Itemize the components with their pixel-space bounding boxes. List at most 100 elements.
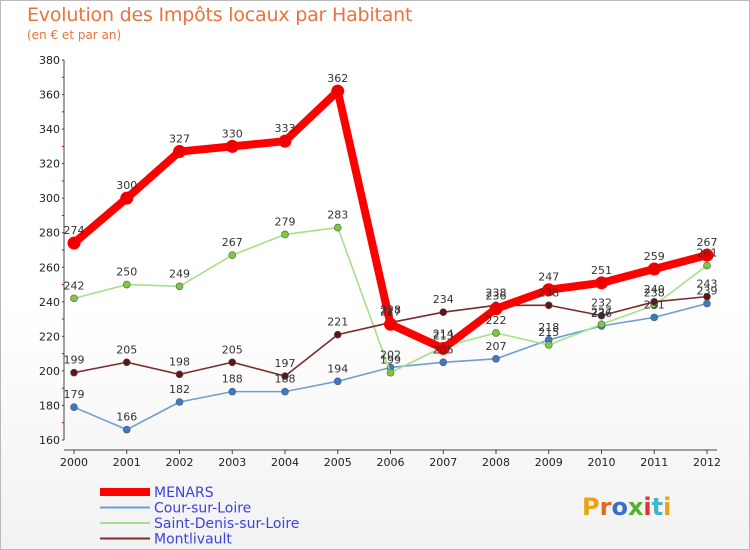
data-label-montlivault: 228 — [380, 304, 401, 317]
data-point-montlivault — [703, 292, 711, 301]
y-tick-label: 220 — [39, 330, 60, 343]
data-label-menars: 247 — [538, 271, 559, 284]
data-label-menars: 259 — [644, 250, 665, 263]
data-label-menars: 300 — [116, 179, 137, 192]
data-label-cour-sur-loire: 166 — [116, 411, 137, 424]
y-tick-label: 240 — [39, 296, 60, 309]
y-tick-label: 320 — [39, 158, 60, 171]
x-tick-label: 2007 — [429, 456, 457, 469]
data-point-saint-denis-sur-loire — [228, 251, 237, 259]
x-tick-label: 2001 — [113, 456, 141, 469]
data-point-cour-sur-loire — [70, 403, 78, 411]
data-label-cour-sur-loire: 226 — [591, 307, 612, 320]
data-label-menars: 267 — [697, 236, 718, 249]
data-label-montlivault: 198 — [169, 355, 190, 368]
x-tick-label: 2006 — [377, 456, 405, 469]
y-tick-label: 360 — [39, 89, 60, 102]
data-point-menars — [489, 302, 503, 316]
chart-subtitle: (en € et par an) — [27, 28, 122, 42]
legend-label-montlivault: Montlivault — [154, 532, 232, 548]
data-point-saint-denis-sur-loire — [175, 282, 184, 291]
data-label-cour-sur-loire: 218 — [538, 321, 559, 334]
data-label-menars: 333 — [275, 122, 296, 135]
data-label-montlivault: 221 — [327, 316, 348, 329]
data-point-cour-sur-loire — [492, 355, 500, 363]
y-tick-label: 180 — [39, 399, 60, 412]
x-tick-label: 2012 — [693, 456, 721, 469]
data-point-menars — [278, 134, 292, 148]
data-label-montlivault: 243 — [697, 278, 718, 291]
data-label-montlivault: 238 — [538, 286, 559, 299]
data-point-saint-denis-sur-loire — [703, 261, 711, 270]
data-label-saint-denis-sur-loire: 283 — [327, 209, 348, 222]
data-label-saint-denis-sur-loire: 267 — [222, 236, 243, 249]
data-point-saint-denis-sur-loire — [544, 341, 553, 349]
y-tick-label: 340 — [39, 123, 60, 136]
chart-title: Evolution des Impôts locaux par Habitant — [27, 4, 413, 26]
x-tick-label: 2005 — [324, 456, 352, 469]
data-point-cour-sur-loire — [703, 299, 711, 308]
data-point-montlivault — [70, 368, 78, 377]
data-point-montlivault — [597, 311, 606, 320]
data-point-saint-denis-sur-loire — [333, 223, 342, 232]
legend-label-menars: MENARS — [154, 485, 214, 501]
data-label-saint-denis-sur-loire: 214 — [433, 328, 454, 341]
data-label-menars: 213 — [433, 329, 454, 342]
data-point-menars — [595, 276, 608, 290]
data-point-menars — [225, 139, 239, 153]
x-tick-label: 2000 — [60, 456, 88, 469]
data-label-cour-sur-loire: 182 — [169, 383, 190, 396]
logo-letter: P — [582, 493, 600, 521]
data-point-montlivault — [439, 308, 448, 316]
y-tick-label: 260 — [39, 261, 60, 274]
data-point-saint-denis-sur-loire — [386, 368, 395, 377]
data-label-saint-denis-sur-loire: 222 — [486, 314, 507, 327]
data-point-menars — [120, 191, 134, 205]
data-point-cour-sur-loire — [333, 377, 342, 386]
data-point-cour-sur-loire — [650, 313, 659, 322]
data-label-menars: 227 — [380, 305, 401, 318]
x-tick-label: 2003 — [218, 456, 246, 469]
data-point-menars — [384, 317, 397, 331]
data-label-cour-sur-loire: 188 — [275, 373, 296, 386]
data-point-montlivault — [544, 301, 553, 310]
data-label-cour-sur-loire: 205 — [433, 343, 454, 356]
logo-letter: t — [652, 493, 663, 521]
data-label-saint-denis-sur-loire: 238 — [644, 286, 665, 299]
data-label-cour-sur-loire: 188 — [222, 373, 243, 386]
data-label-montlivault: 234 — [433, 293, 454, 306]
data-point-montlivault — [122, 358, 131, 367]
data-point-menars — [67, 236, 81, 250]
data-label-montlivault: 232 — [591, 297, 612, 310]
data-point-montlivault — [228, 358, 237, 367]
data-point-montlivault — [650, 298, 659, 306]
y-tick-label: 280 — [39, 227, 60, 240]
data-label-menars: 330 — [222, 127, 243, 140]
legend-label-cour-sur-loire: Cour-sur-Loire — [154, 501, 251, 517]
data-point-saint-denis-sur-loire — [70, 294, 78, 303]
logo-letter: i — [663, 493, 671, 521]
y-tick-label: 200 — [39, 365, 60, 378]
data-label-cour-sur-loire: 194 — [327, 362, 348, 375]
x-tick-label: 2004 — [271, 456, 299, 469]
data-label-cour-sur-loire: 239 — [697, 285, 718, 298]
logo-letter: o — [611, 493, 628, 521]
data-label-cour-sur-loire: 207 — [486, 340, 507, 353]
data-point-menars — [173, 145, 186, 159]
x-tick-label: 2002 — [166, 456, 194, 469]
x-tick-label: 2008 — [482, 456, 510, 469]
data-label-cour-sur-loire: 202 — [380, 348, 401, 361]
data-label-montlivault: 197 — [275, 357, 296, 370]
legend-label-saint-denis-sur-loire: Saint-Denis-sur-Loire — [154, 516, 299, 532]
data-label-menars: 236 — [486, 290, 507, 303]
data-label-menars: 327 — [169, 133, 190, 146]
data-point-saint-denis-sur-loire — [492, 329, 500, 337]
data-label-montlivault: 240 — [644, 283, 665, 296]
data-label-saint-denis-sur-loire: 250 — [116, 266, 137, 279]
data-point-menars — [436, 341, 450, 355]
proxiti-logo: Proxiti — [582, 493, 671, 521]
data-point-menars — [700, 248, 714, 262]
x-tick-label: 2010 — [588, 456, 616, 469]
data-point-montlivault — [281, 372, 289, 380]
